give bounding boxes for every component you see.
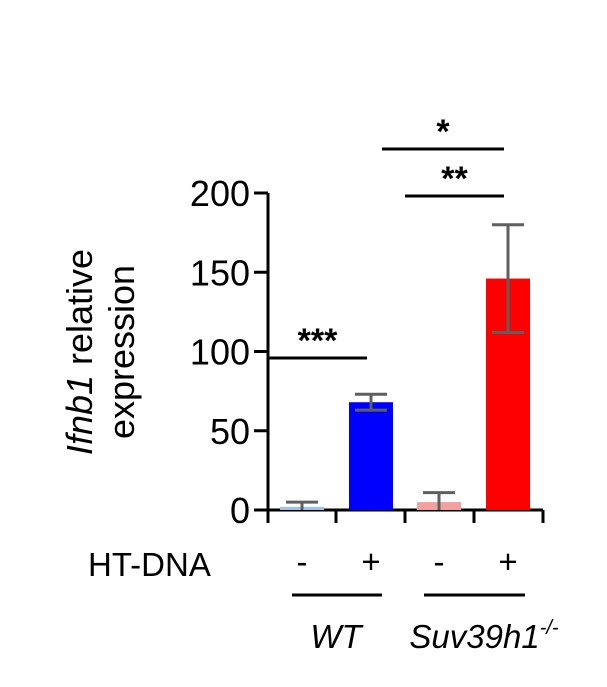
y-axis-label-rest: relative: [59, 249, 100, 375]
y-tick-label: 50: [210, 411, 250, 452]
treatment-sign-label: -: [434, 543, 445, 580]
treatment-label: HT-DNA: [88, 546, 211, 583]
bar: [349, 402, 393, 510]
bars: [280, 278, 530, 510]
y-tick-label: 200: [190, 173, 250, 214]
significance-label: **: [441, 160, 468, 198]
significance-brackets: ******: [268, 113, 504, 360]
axes: 0 50 100 150 200: [190, 173, 545, 531]
y-tick-label: 0: [230, 490, 250, 531]
treatment-sign-label: +: [361, 543, 380, 580]
significance-label: *: [436, 113, 450, 151]
treatment-sign-label: -: [297, 543, 308, 580]
y-axis-label-gene: Ifnb1: [59, 375, 100, 455]
y-axis-label-line2: expression: [101, 265, 142, 439]
treatment-sign-label: +: [498, 543, 517, 580]
error-bars: [286, 223, 524, 510]
y-tick-label: 100: [190, 332, 250, 373]
svg-text:Ifnb1 relative: Ifnb1 relative: [59, 249, 100, 455]
group-label-suv39h1-superscript: -/-: [540, 617, 559, 639]
y-tick-label: 150: [190, 252, 250, 293]
x-axis-labels: HT-DNA WT Suv39h1-/- - + - +: [88, 543, 559, 655]
y-axis-label: Ifnb1 relative expression: [59, 249, 142, 455]
group-label-suv39h1-name: Suv39h1: [409, 618, 539, 655]
group-label-suv39h1: Suv39h1-/-: [409, 617, 558, 655]
group-label-wt: WT: [310, 618, 364, 655]
significance-label: ***: [298, 322, 338, 360]
